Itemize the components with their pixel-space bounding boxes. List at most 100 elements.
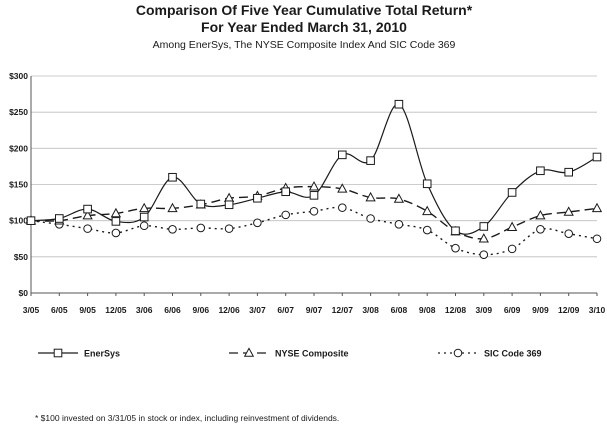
legend-item-enersys: EnerSys bbox=[38, 349, 120, 359]
y-tick-labels: $0 $50 $100 $150 $200 $250 $300 bbox=[9, 71, 28, 298]
legend-marker bbox=[453, 348, 463, 358]
x-tick-label: 12/05 bbox=[105, 305, 127, 315]
data-point-nyse-composite bbox=[478, 233, 489, 243]
x-tick-label: 3/07 bbox=[249, 305, 266, 315]
legend-marker bbox=[243, 347, 255, 357]
data-point-sic-code-369 bbox=[83, 224, 92, 233]
x-tick-label: 3/05 bbox=[23, 305, 40, 315]
data-point-nyse-composite bbox=[139, 202, 150, 213]
y-tick-label: $150 bbox=[9, 180, 28, 190]
data-point-sic-code-369 bbox=[394, 219, 404, 229]
data-point-sic-code-369 bbox=[224, 224, 234, 233]
data-point-nyse-composite bbox=[506, 221, 518, 231]
data-point-nyse-composite bbox=[563, 206, 574, 216]
data-point-enersys bbox=[168, 172, 177, 182]
data-point-enersys bbox=[536, 166, 545, 176]
data-point-enersys bbox=[451, 226, 460, 236]
data-point-sic-code-369 bbox=[196, 223, 206, 233]
data-point-nyse-composite bbox=[337, 183, 348, 193]
x-tick-label: 9/05 bbox=[79, 305, 96, 315]
data-point-sic-code-369 bbox=[309, 206, 319, 216]
data-point-sic-code-369 bbox=[479, 250, 489, 259]
data-point-sic-code-369 bbox=[536, 225, 545, 234]
chart-subtitle: Among EnerSys, The NYSE Composite Index … bbox=[153, 39, 456, 51]
data-point-sic-code-369 bbox=[111, 228, 121, 238]
y-tick-label: $0 bbox=[19, 288, 29, 298]
data-point-nyse-composite bbox=[167, 202, 178, 213]
data-point-sic-code-369 bbox=[338, 203, 347, 212]
data-point-sic-code-369 bbox=[507, 244, 517, 254]
data-point-nyse-composite bbox=[365, 191, 376, 202]
y-tick-label: $300 bbox=[9, 71, 28, 81]
data-point-nyse-composite bbox=[308, 181, 320, 191]
x-tick-label: 3/08 bbox=[362, 305, 379, 315]
data-point-nyse-composite bbox=[393, 193, 405, 203]
data-point-enersys bbox=[592, 152, 602, 162]
legend-label: SIC Code 369 bbox=[484, 349, 542, 359]
axes bbox=[30, 76, 598, 296]
y-tick-label: $200 bbox=[9, 143, 28, 153]
data-point-enersys bbox=[309, 191, 319, 200]
x-tick-label: 6/09 bbox=[504, 305, 521, 315]
data-point-enersys bbox=[111, 217, 121, 226]
data-point-enersys bbox=[55, 214, 64, 223]
chart-title-line2: For Year Ended March 31, 2010 bbox=[201, 19, 407, 35]
data-point-enersys bbox=[479, 222, 489, 231]
chart-title: Comparison Of Five Year Cumulative Total… bbox=[136, 2, 473, 18]
data-point-enersys bbox=[196, 199, 206, 209]
series-markers bbox=[25, 99, 603, 259]
x-tick-label: 9/08 bbox=[419, 305, 436, 315]
x-tick-label: 9/09 bbox=[532, 305, 549, 315]
x-tick-label: 6/05 bbox=[51, 305, 68, 315]
data-point-sic-code-369 bbox=[139, 221, 149, 231]
x-tick-label: 3/06 bbox=[136, 305, 153, 315]
data-point-enersys bbox=[366, 156, 375, 165]
y-tick-label: $50 bbox=[14, 252, 28, 262]
data-point-enersys bbox=[394, 99, 404, 109]
x-tick-label: 12/07 bbox=[332, 305, 354, 315]
x-tick-label: 6/07 bbox=[277, 305, 294, 315]
data-point-enersys bbox=[224, 200, 234, 210]
data-point-enersys bbox=[83, 204, 92, 214]
data-point-sic-code-369 bbox=[564, 229, 574, 238]
data-point-enersys bbox=[26, 216, 36, 225]
data-point-nyse-composite bbox=[422, 205, 433, 216]
x-tick-label: 12/06 bbox=[218, 305, 240, 315]
legend-label: EnerSys bbox=[84, 349, 120, 359]
data-point-sic-code-369 bbox=[366, 214, 375, 223]
x-tick-label: 12/08 bbox=[445, 305, 467, 315]
legend: EnerSys NYSE Composite SIC Code 369 bbox=[38, 347, 542, 359]
x-tick-label: 3/10 bbox=[589, 305, 606, 315]
x-tick-label: 6/06 bbox=[164, 305, 181, 315]
legend-label: NYSE Composite bbox=[275, 349, 349, 359]
series-line-sic-code-369 bbox=[30, 206, 598, 256]
legend-item-nyse-composite: NYSE Composite bbox=[229, 347, 349, 359]
data-point-nyse-composite bbox=[535, 209, 546, 220]
x-tick-label: 6/08 bbox=[391, 305, 408, 315]
x-tick-label: 9/07 bbox=[306, 305, 323, 315]
data-point-nyse-composite bbox=[110, 207, 122, 218]
data-point-enersys bbox=[281, 187, 290, 197]
data-point-nyse-composite bbox=[82, 209, 93, 220]
data-point-enersys bbox=[564, 167, 574, 177]
data-point-enersys bbox=[253, 193, 262, 203]
data-point-sic-code-369 bbox=[592, 234, 602, 244]
x-tick-labels: 3/05 6/05 9/05 12/05 3/06 6/06 9/06 12/06 3/07 6/… bbox=[23, 305, 606, 315]
x-tick-label: 12/09 bbox=[558, 305, 580, 315]
data-point-sic-code-369 bbox=[253, 218, 262, 228]
data-point-enersys bbox=[422, 179, 432, 189]
data-point-nyse-composite bbox=[591, 202, 603, 213]
data-point-enersys bbox=[338, 150, 347, 160]
x-tick-label: 9/06 bbox=[193, 305, 210, 315]
legend-marker bbox=[53, 348, 63, 358]
x-tick-label: 3/09 bbox=[476, 305, 493, 315]
footnote: * $100 invested on 3/31/05 in stock or i… bbox=[35, 413, 339, 423]
legend-item-sic-code-369: SIC Code 369 bbox=[438, 349, 542, 359]
data-point-enersys bbox=[507, 188, 517, 197]
data-point-sic-code-369 bbox=[168, 225, 177, 234]
data-point-sic-code-369 bbox=[422, 225, 432, 235]
data-point-sic-code-369 bbox=[281, 210, 291, 220]
data-point-sic-code-369 bbox=[451, 243, 460, 253]
data-point-enersys bbox=[139, 212, 149, 222]
